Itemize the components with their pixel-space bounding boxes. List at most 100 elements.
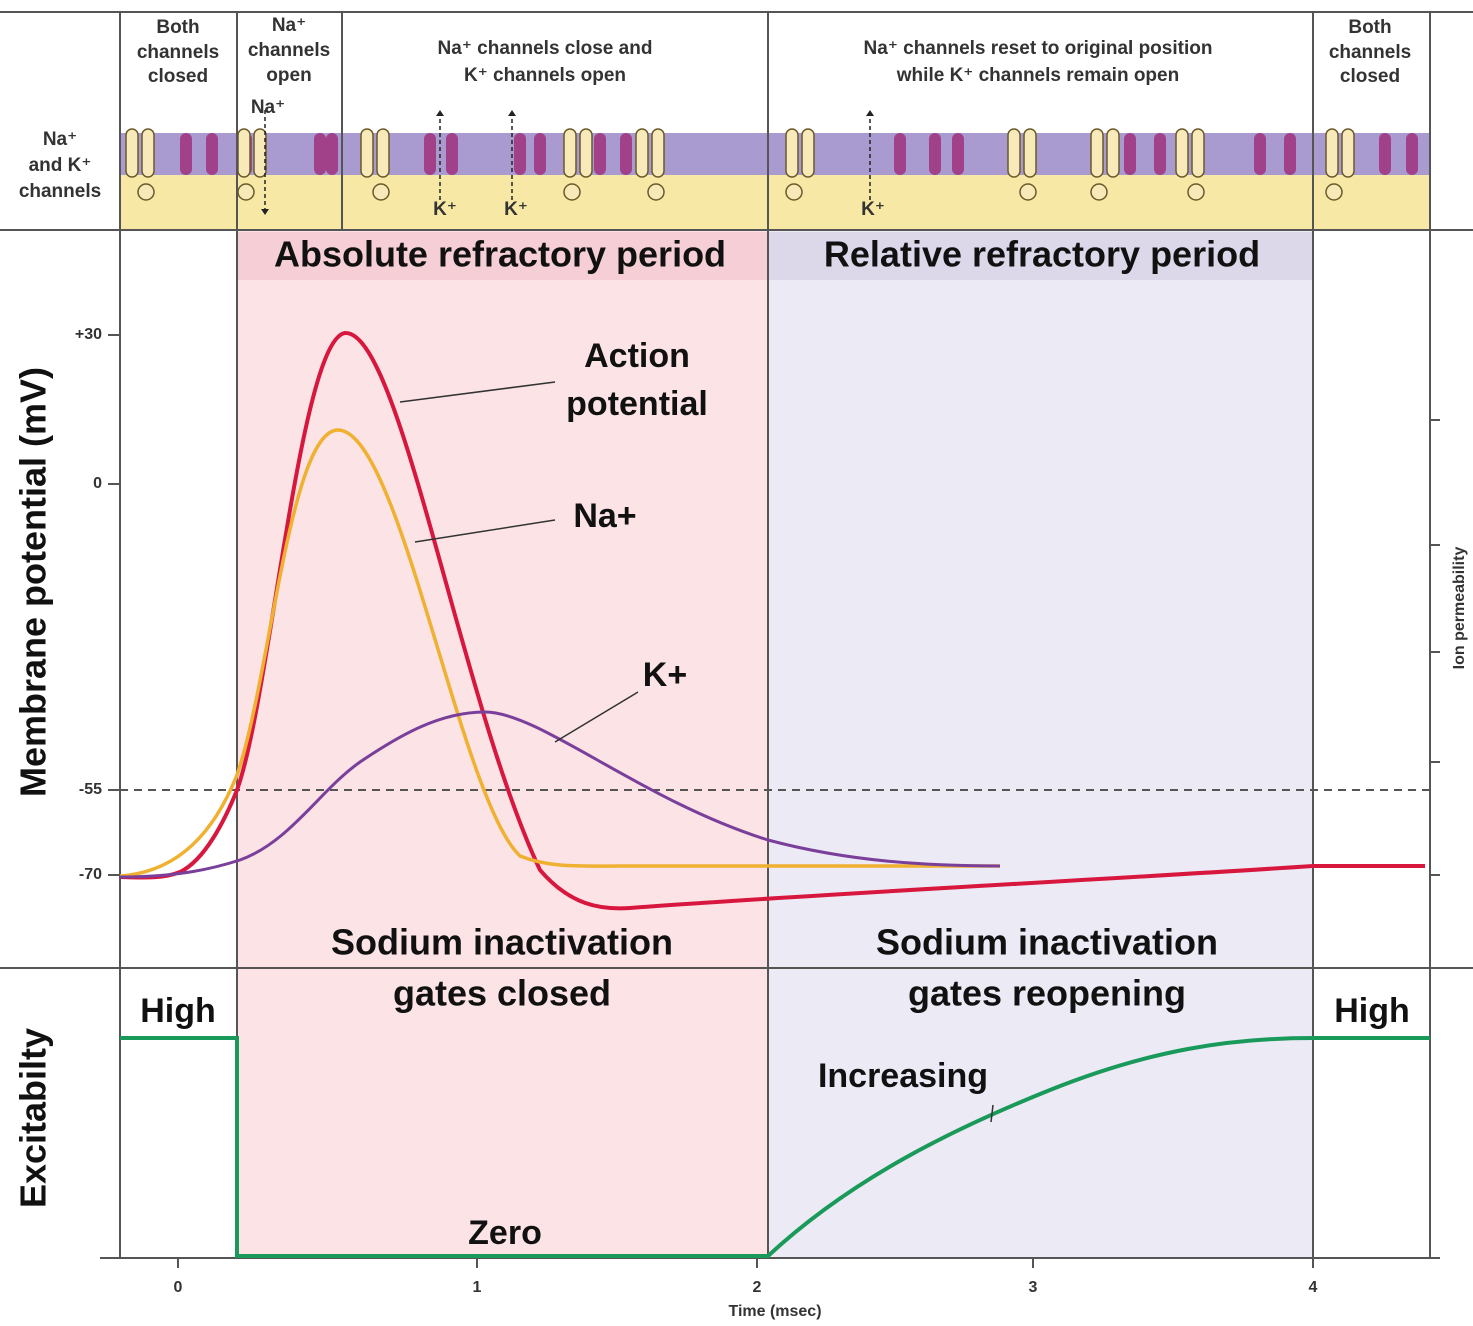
- membrane-protein: [514, 133, 526, 175]
- excitability-curve: [120, 1036, 1430, 1258]
- x-axis-label: Time (msec): [728, 1303, 821, 1320]
- y-axis-label: Membrane potential (mV): [13, 367, 54, 797]
- pointer: [399, 381, 556, 403]
- arrow-head: [866, 110, 874, 116]
- gate-label: gates closed: [393, 973, 611, 1014]
- action-potential-label: Action potential: [566, 337, 708, 423]
- membrane-protein: [424, 133, 436, 175]
- channel-subunit: [635, 128, 649, 178]
- channel-subunit: [1007, 128, 1021, 178]
- phase-line: Na⁺ channels reset to original position: [864, 38, 1213, 59]
- high-label: High: [140, 992, 216, 1030]
- membrane-protein: [1379, 133, 1391, 175]
- membrane: [120, 133, 1430, 175]
- channel-line: Na⁺: [43, 129, 77, 150]
- pointer: [554, 691, 639, 743]
- channel-subunit: [253, 128, 267, 178]
- phase-line: K⁺ channels open: [464, 65, 626, 86]
- channel-subunit: [1090, 128, 1104, 178]
- membrane-protein: [1254, 133, 1266, 175]
- membrane-protein: [314, 133, 326, 175]
- membrane-protein: [326, 133, 338, 175]
- x-tick-label: 0: [174, 1279, 183, 1296]
- phase-line: closed: [148, 66, 208, 87]
- phase-line: closed: [1340, 66, 1400, 87]
- ion-label: K⁺: [504, 199, 528, 220]
- arrow-head: [508, 110, 516, 116]
- y-tick-label: -70: [79, 866, 102, 883]
- pointer: [414, 519, 556, 543]
- channel-subunit: [125, 128, 139, 178]
- phase-label: Both channels closed: [137, 17, 219, 87]
- channel-line: channels: [19, 181, 101, 202]
- channel-subunit: [1023, 128, 1037, 178]
- label-line: potential: [566, 385, 708, 423]
- absolute-band: [237, 232, 768, 280]
- inactivation-gate: [647, 183, 665, 201]
- channel-subunit: [1191, 128, 1205, 178]
- inactivation-gate: [1090, 183, 1108, 201]
- zero-label: Zero: [468, 1214, 542, 1252]
- x-tick-label: 2: [753, 1279, 762, 1296]
- channel-subunit: [1325, 128, 1339, 178]
- phase-line: open: [266, 65, 311, 86]
- membrane-protein: [894, 133, 906, 175]
- arrow-head: [261, 209, 269, 215]
- increasing-label: Increasing: [818, 1057, 988, 1095]
- channel-subunit: [376, 128, 390, 178]
- membrane-protein: [1406, 133, 1418, 175]
- membrane-protein: [1154, 133, 1166, 175]
- membrane-protein: [929, 133, 941, 175]
- phase-line: Na⁺ channels close and: [438, 38, 653, 59]
- inactivation-gate: [137, 183, 155, 201]
- excitability-axis-label: Excitabilty: [13, 1028, 54, 1208]
- channel-subunit: [801, 128, 815, 178]
- gate-label: Sodium inactivation: [331, 922, 673, 963]
- period-label: Absolute refractory period: [274, 234, 726, 275]
- phase-line: while K⁺ channels remain open: [896, 65, 1179, 86]
- x-tick-label: 4: [1309, 1279, 1318, 1296]
- inactivation-gate: [785, 183, 803, 201]
- phase-label: Na⁺ channels close and K⁺ channels open: [438, 38, 653, 86]
- membrane-protein: [206, 133, 218, 175]
- channel-subunit: [563, 128, 577, 178]
- label-line: Action: [584, 337, 690, 375]
- inactivation-gate: [563, 183, 581, 201]
- relative-band: [768, 232, 1313, 280]
- phase-line: channels: [137, 42, 219, 63]
- membrane-protein: [620, 133, 632, 175]
- gate-label: Sodium inactivation: [876, 922, 1218, 963]
- channel-subunit: [1175, 128, 1189, 178]
- ticks: [108, 334, 1440, 1268]
- phase-label: Both channels closed: [1329, 17, 1411, 87]
- membrane-protein: [594, 133, 606, 175]
- gate-label: gates reopening: [908, 973, 1186, 1014]
- channel-label: Na⁺ and K⁺ channels: [19, 129, 101, 202]
- right-axis-label: Ion permeability: [1451, 547, 1468, 670]
- potassium-curve: [119, 710, 1001, 879]
- absolute-region: [237, 230, 768, 1258]
- channel-subunit: [141, 128, 155, 178]
- inactivation-gate: [1019, 183, 1037, 201]
- channel-subunit: [1106, 128, 1120, 178]
- sodium-curve: [119, 428, 1000, 878]
- ion-label: Na⁺: [251, 97, 285, 118]
- membrane-protein: [180, 133, 192, 175]
- sodium-label: Na+: [573, 497, 636, 535]
- y-tick-label: 0: [93, 475, 102, 492]
- channel-subunit: [1341, 128, 1355, 178]
- frame: [0, 11, 1473, 1259]
- inactivation-gate: [372, 183, 390, 201]
- phase-line: Both: [1348, 17, 1391, 38]
- pointer: [990, 1104, 994, 1123]
- channels: [125, 110, 1418, 215]
- x-tick-label: 1: [473, 1279, 482, 1296]
- y-tick-label: -55: [79, 781, 102, 798]
- relative-region: [768, 230, 1313, 1258]
- membrane-protein: [1284, 133, 1296, 175]
- membrane-protein: [446, 133, 458, 175]
- channel-subunit: [237, 128, 251, 178]
- inactivation-gate: [237, 183, 255, 201]
- channel-subunit: [579, 128, 593, 178]
- action-potential-curve: [119, 330, 1425, 911]
